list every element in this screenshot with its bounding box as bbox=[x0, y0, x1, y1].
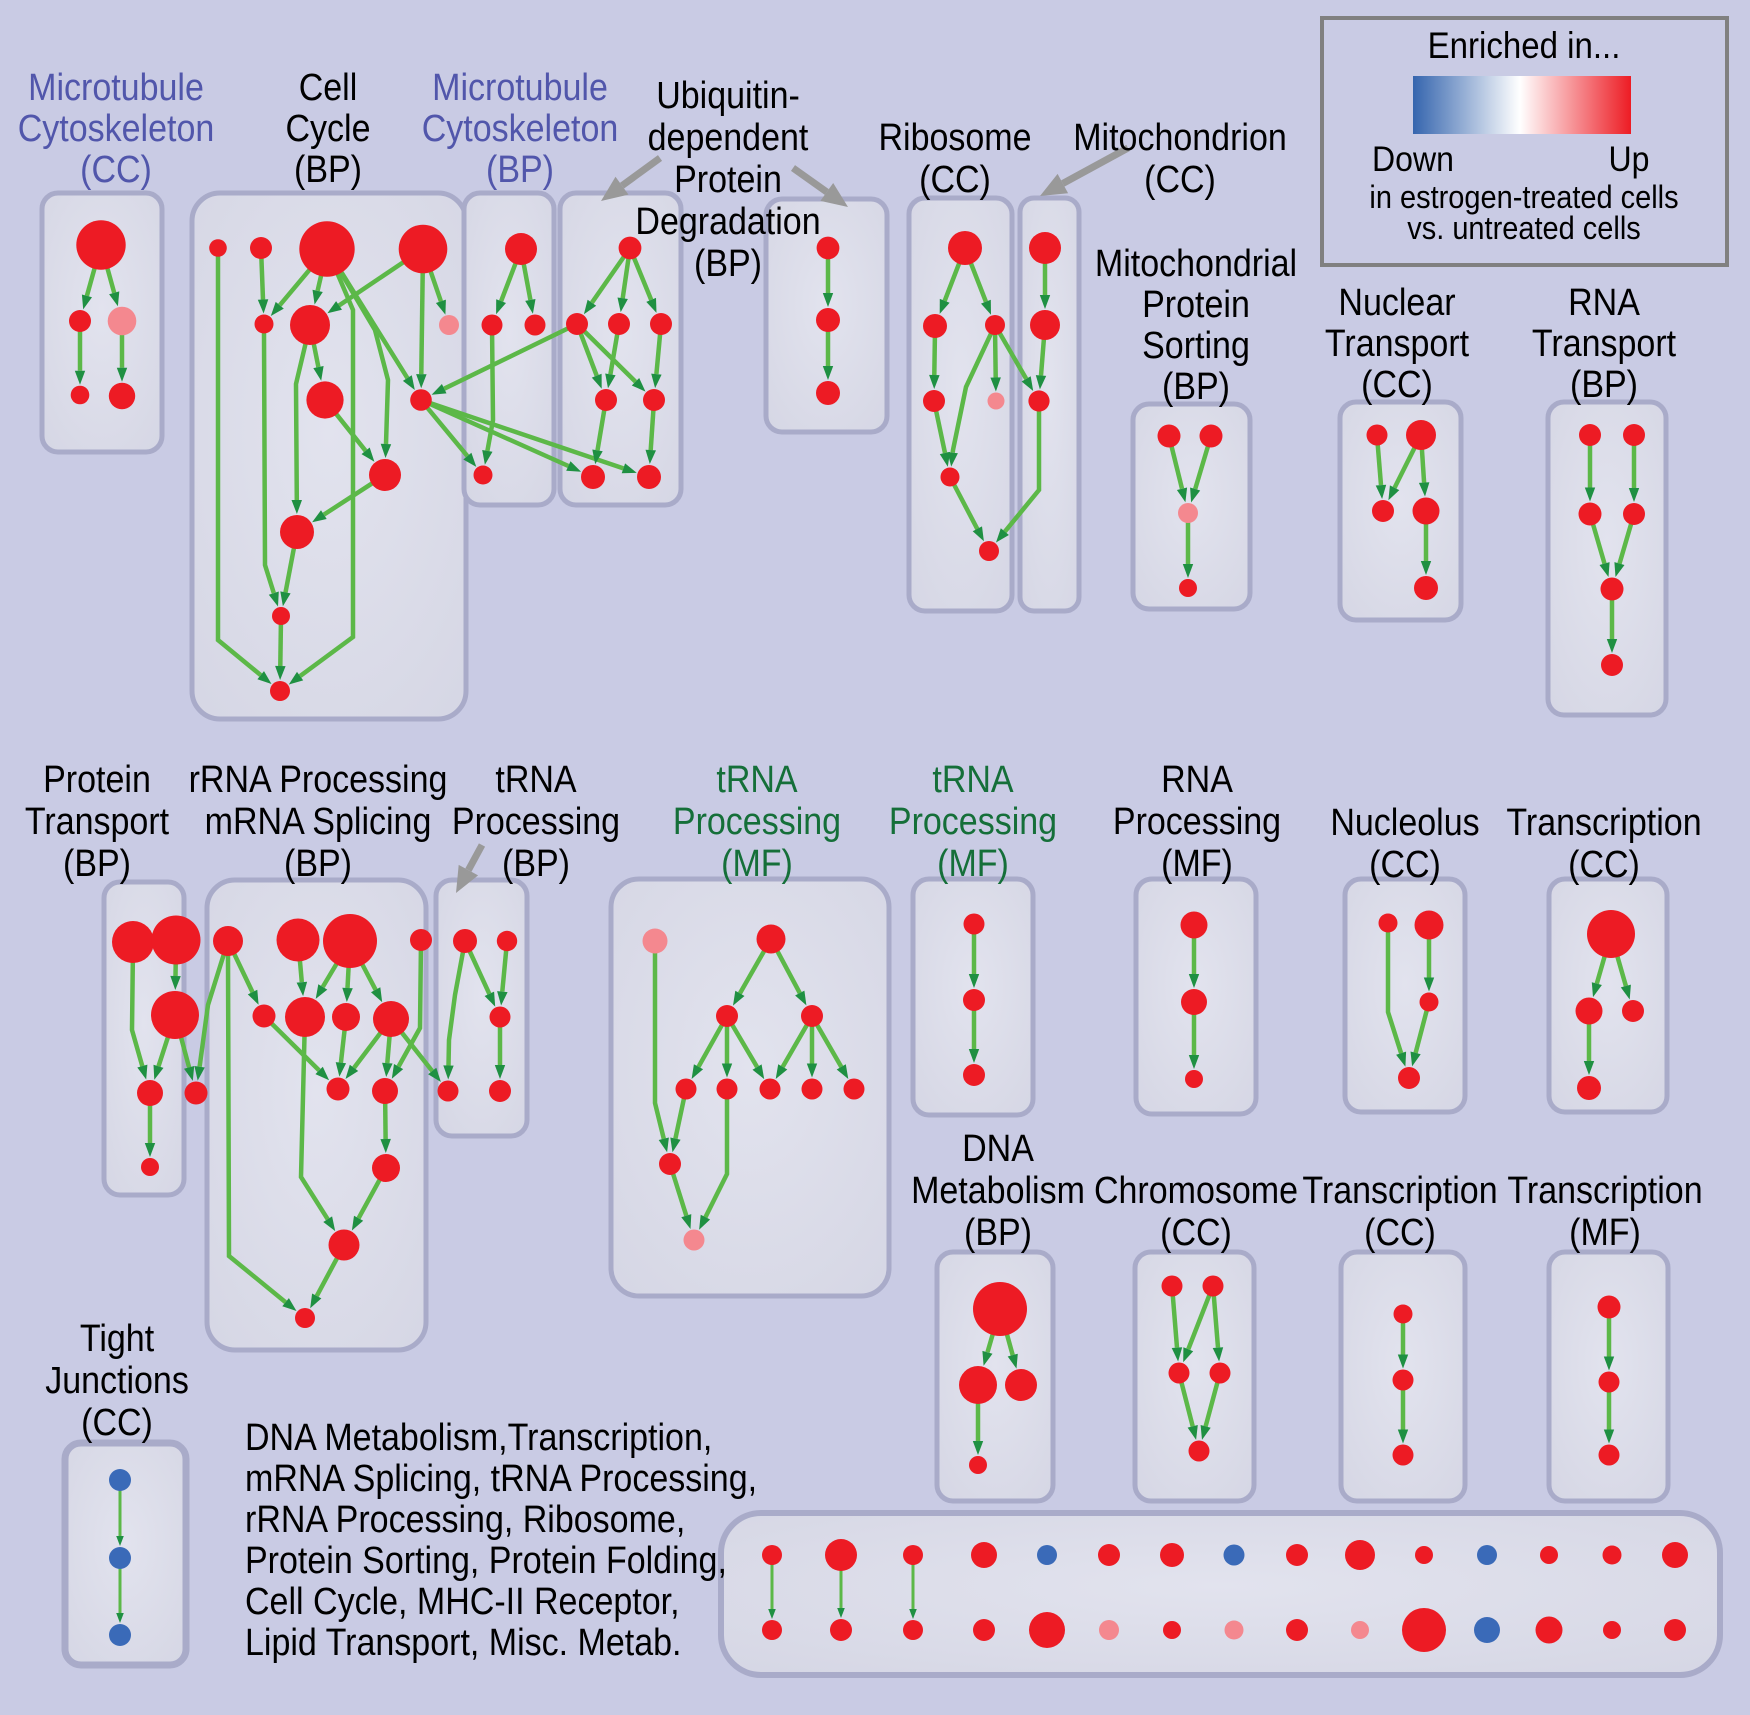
svg-text:Mitochondrion: Mitochondrion bbox=[1073, 115, 1287, 158]
svg-text:(CC): (CC) bbox=[1568, 842, 1640, 885]
svg-text:Sorting: Sorting bbox=[1142, 323, 1250, 366]
svg-text:Processing: Processing bbox=[889, 799, 1057, 842]
svg-text:Processing: Processing bbox=[452, 799, 620, 842]
svg-text:RNA: RNA bbox=[1568, 280, 1640, 323]
svg-text:Tight: Tight bbox=[80, 1316, 154, 1359]
svg-text:Protein: Protein bbox=[674, 157, 782, 200]
svg-text:(BP): (BP) bbox=[294, 147, 362, 190]
svg-text:Ribosome: Ribosome bbox=[878, 115, 1031, 158]
svg-text:Transcription: Transcription bbox=[1506, 800, 1701, 843]
svg-text:tRNA: tRNA bbox=[716, 757, 797, 800]
svg-text:(CC): (CC) bbox=[1369, 842, 1441, 885]
svg-text:Cycle: Cycle bbox=[285, 106, 370, 149]
svg-text:Transcription: Transcription bbox=[1302, 1168, 1497, 1211]
svg-text:rRNA Processing, Ribosome,: rRNA Processing, Ribosome, bbox=[245, 1497, 685, 1540]
svg-text:Down: Down bbox=[1372, 139, 1454, 179]
svg-text:Lipid Transport, Misc. Metab.: Lipid Transport, Misc. Metab. bbox=[245, 1620, 682, 1663]
svg-text:Ubiquitin-: Ubiquitin- bbox=[656, 73, 800, 116]
svg-text:rRNA Processing: rRNA Processing bbox=[189, 757, 448, 800]
svg-text:Cell: Cell bbox=[299, 65, 358, 108]
svg-text:Transcription: Transcription bbox=[1507, 1168, 1702, 1211]
svg-text:(BP): (BP) bbox=[964, 1210, 1032, 1253]
svg-text:Processing: Processing bbox=[673, 799, 841, 842]
svg-text:Nuclear: Nuclear bbox=[1338, 280, 1455, 323]
svg-text:(MF): (MF) bbox=[1161, 841, 1233, 884]
svg-text:mRNA Splicing, tRNA Processing: mRNA Splicing, tRNA Processing, bbox=[245, 1456, 757, 1499]
svg-text:Nucleolus: Nucleolus bbox=[1330, 800, 1479, 843]
svg-text:Protein: Protein bbox=[1142, 282, 1250, 325]
svg-text:Protein Sorting, Protein Foldi: Protein Sorting, Protein Folding, bbox=[245, 1538, 727, 1581]
svg-text:in estrogen-treated cells: in estrogen-treated cells bbox=[1369, 180, 1678, 216]
svg-text:(CC): (CC) bbox=[1364, 1210, 1436, 1253]
svg-text:Degradation: Degradation bbox=[635, 199, 820, 242]
svg-text:Chromosome: Chromosome bbox=[1094, 1168, 1298, 1211]
svg-text:Transport: Transport bbox=[1532, 321, 1676, 364]
svg-text:RNA: RNA bbox=[1161, 757, 1233, 800]
svg-text:(BP): (BP) bbox=[63, 841, 131, 884]
svg-text:Microtubule: Microtubule bbox=[432, 65, 608, 108]
svg-text:Cytoskeleton: Cytoskeleton bbox=[422, 106, 619, 149]
svg-text:Processing: Processing bbox=[1113, 799, 1281, 842]
svg-text:(CC): (CC) bbox=[1160, 1210, 1232, 1253]
svg-text:DNA: DNA bbox=[962, 1126, 1034, 1169]
svg-text:Mitochondrial: Mitochondrial bbox=[1095, 241, 1297, 284]
svg-text:(BP): (BP) bbox=[486, 147, 554, 190]
svg-text:DNA Metabolism,Transcription,: DNA Metabolism,Transcription, bbox=[245, 1415, 712, 1458]
svg-text:Junctions: Junctions bbox=[45, 1358, 189, 1401]
svg-text:(BP): (BP) bbox=[502, 841, 570, 884]
svg-text:Transport: Transport bbox=[25, 799, 169, 842]
svg-text:(CC): (CC) bbox=[80, 147, 152, 190]
svg-text:(MF): (MF) bbox=[1569, 1210, 1641, 1253]
svg-text:(BP): (BP) bbox=[694, 241, 762, 284]
svg-text:tRNA: tRNA bbox=[932, 757, 1013, 800]
svg-text:Cell Cycle, MHC-II Receptor,: Cell Cycle, MHC-II Receptor, bbox=[245, 1579, 680, 1622]
svg-text:(BP): (BP) bbox=[1570, 362, 1638, 405]
svg-text:Enriched in...: Enriched in... bbox=[1428, 25, 1621, 66]
svg-text:mRNA Splicing: mRNA Splicing bbox=[205, 799, 432, 842]
svg-text:(MF): (MF) bbox=[721, 841, 793, 884]
svg-text:tRNA: tRNA bbox=[495, 757, 576, 800]
svg-text:Cytoskeleton: Cytoskeleton bbox=[18, 106, 215, 149]
svg-text:Metabolism: Metabolism bbox=[911, 1168, 1085, 1211]
svg-text:Up: Up bbox=[1609, 139, 1650, 179]
svg-text:vs. untreated cells: vs. untreated cells bbox=[1407, 211, 1641, 247]
svg-text:(CC): (CC) bbox=[1361, 362, 1433, 405]
svg-text:(CC): (CC) bbox=[81, 1400, 153, 1443]
svg-text:(BP): (BP) bbox=[1162, 364, 1230, 407]
svg-text:(BP): (BP) bbox=[284, 841, 352, 884]
svg-text:Protein: Protein bbox=[43, 757, 151, 800]
svg-text:(CC): (CC) bbox=[1144, 157, 1216, 200]
svg-text:(CC): (CC) bbox=[919, 157, 991, 200]
svg-text:Transport: Transport bbox=[1325, 321, 1469, 364]
svg-text:(MF): (MF) bbox=[937, 841, 1009, 884]
svg-text:Microtubule: Microtubule bbox=[28, 65, 204, 108]
svg-text:dependent: dependent bbox=[648, 115, 809, 158]
